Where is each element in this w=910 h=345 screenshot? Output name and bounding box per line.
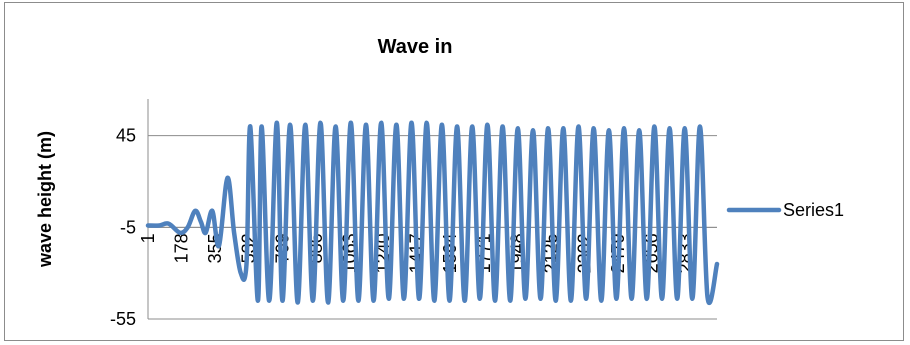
y-axis-title: wave height (m): [35, 131, 55, 268]
chart-frame: Wave in wave height (m) -55 -5 45 1 178 355 53…: [4, 2, 904, 341]
series-layer: [145, 120, 720, 305]
x-tick-label: 178: [172, 233, 192, 263]
x-tick-label: 1: [138, 233, 158, 243]
series-line-1: [145, 120, 720, 305]
y-tick-label: -5: [120, 217, 136, 237]
legend-label: Series1: [783, 200, 844, 220]
y-tick-label: -55: [110, 309, 136, 329]
legend: Series1: [726, 200, 844, 220]
y-tick-label: 45: [116, 126, 136, 146]
chart-title: Wave in: [378, 36, 453, 58]
